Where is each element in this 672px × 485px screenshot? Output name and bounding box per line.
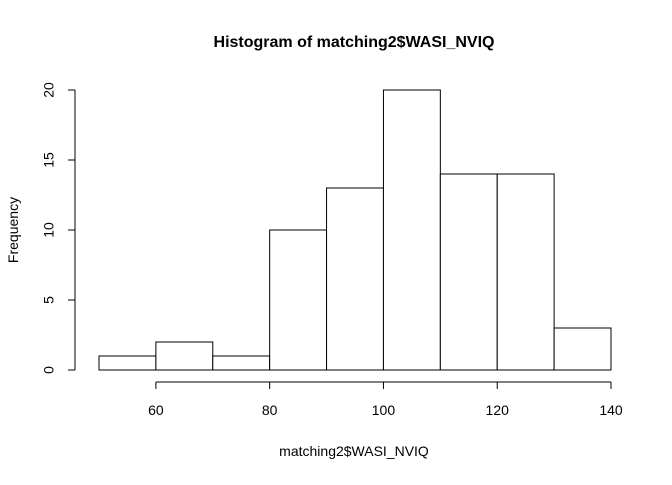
y-axis-label: Frequency	[5, 197, 21, 263]
bars-layer	[98, 89, 612, 371]
y-tick-label: 15	[41, 152, 57, 168]
x-tick-label: 140	[599, 402, 623, 418]
y-axis: 0 5 10 15 20	[41, 82, 76, 374]
x-tick-label: 120	[486, 402, 510, 418]
histogram-bar	[155, 341, 214, 371]
histogram-bar	[269, 229, 328, 371]
y-tick-label: 10	[41, 222, 57, 238]
y-tick-label: 0	[41, 366, 57, 374]
histogram-bar	[382, 89, 441, 371]
histogram-bar	[439, 173, 498, 371]
x-tick-label: 60	[148, 402, 164, 418]
x-axis: 60 80 100 120 140	[148, 381, 623, 418]
histogram-bar	[98, 355, 157, 371]
x-tick-label: 80	[262, 402, 278, 418]
histogram-bar	[553, 327, 612, 371]
y-tick-label: 5	[41, 296, 57, 304]
x-axis-label: matching2$WASI_NVIQ	[279, 443, 429, 459]
histogram-bar	[326, 187, 384, 371]
chart-title: Histogram of matching2$WASI_NVIQ	[214, 34, 495, 51]
y-tick-label: 20	[41, 82, 57, 98]
histogram-bar	[212, 355, 271, 371]
histogram-bar	[496, 173, 555, 371]
x-tick-label: 100	[372, 402, 396, 418]
